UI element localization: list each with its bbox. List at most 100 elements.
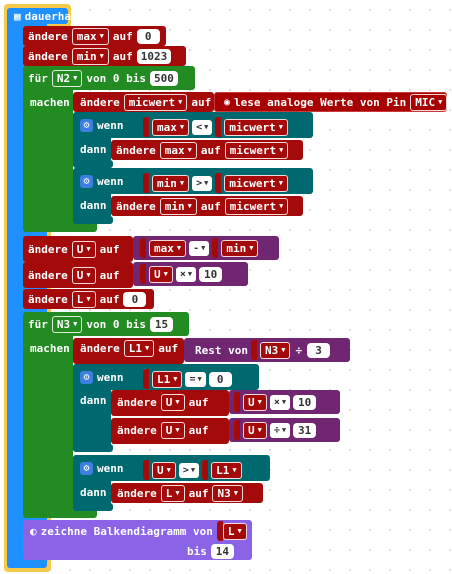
analog-read-label: lese analoge Werte von Pin [234, 95, 407, 109]
operator-dropdown-eq[interactable]: = ▼ [185, 371, 206, 387]
number-input[interactable]: 500 [149, 70, 178, 86]
compare-4[interactable]: U ▼ > ▼ L1 ▼ [143, 460, 242, 480]
var-reporter-N3[interactable]: N3 ▼ [212, 484, 243, 502]
set-keyword: ändere [80, 341, 120, 355]
var-reporter-L[interactable]: L ▼ [222, 522, 247, 540]
var-dropdown-min[interactable]: min ▼ [152, 174, 190, 192]
number-input[interactable]: 3 [307, 342, 331, 358]
then-keyword: dann [80, 394, 107, 407]
chevron-down-icon: ▼ [187, 270, 193, 278]
var-dropdown-micwert[interactable]: micwert ▼ [224, 174, 288, 192]
var-reporter-micwert[interactable]: micwert ▼ [224, 197, 289, 215]
chevron-down-icon: ▼ [257, 426, 262, 434]
chevron-down-icon: ▼ [187, 146, 192, 154]
var-name: N2 [56, 71, 71, 85]
var-dropdown-N3[interactable]: N3 ▼ [51, 315, 83, 333]
for-loop-2-spine [23, 312, 73, 512]
var-reporter-L1[interactable]: L1 ▼ [211, 461, 242, 479]
var-reporter-max[interactable]: max ▼ [149, 239, 187, 257]
var-reporter-U[interactable]: U ▼ [149, 265, 173, 283]
number-input[interactable]: 10 [293, 394, 317, 410]
var-name: U [154, 267, 161, 281]
number-input[interactable]: 15 [149, 316, 173, 332]
var-name: max [164, 143, 185, 157]
var-reporter-U[interactable]: U ▼ [243, 393, 267, 411]
chevron-down-icon: ▼ [232, 466, 237, 474]
var-reporter-micwert[interactable]: micwert ▼ [224, 141, 289, 159]
var-dropdown-U[interactable]: U ▼ [160, 393, 185, 411]
gear-icon[interactable]: ⚙ [80, 174, 93, 188]
chevron-down-icon: ▼ [99, 52, 104, 60]
var-dropdown-L1[interactable]: L1 ▼ [152, 370, 183, 388]
operator-dropdown-div[interactable]: ÷ ▼ [269, 422, 291, 438]
var-name: N3 [56, 317, 71, 331]
var-reporter-min[interactable]: min ▼ [221, 239, 259, 257]
number-input[interactable]: 10 [199, 266, 223, 282]
number-input[interactable]: 0 [136, 28, 160, 44]
math-divide-row: U ▼ ÷ ▼ 31 [234, 420, 317, 440]
forever-block-title[interactable] [7, 8, 68, 24]
operator-dropdown-lt[interactable]: < ▼ [192, 119, 213, 135]
var-dropdown-max[interactable]: max ▼ [159, 141, 197, 159]
to-keyword: auf [188, 423, 209, 437]
number-input[interactable]: 14 [210, 543, 234, 559]
var-dropdown-L[interactable]: L ▼ [71, 290, 96, 308]
chevron-down-icon: ▼ [178, 98, 183, 106]
operator-dropdown-times[interactable]: × ▼ [269, 394, 291, 410]
var-name: min [157, 176, 177, 190]
var-dropdown-U[interactable]: U ▼ [71, 240, 96, 258]
chevron-down-icon: ▼ [73, 320, 78, 328]
var-dropdown-max[interactable]: max ▼ [71, 27, 109, 45]
operator-dropdown-times[interactable]: × ▼ [175, 266, 197, 282]
if-block-4-footer [73, 503, 113, 511]
math-minus-row: max ▼ - ▼ min ▼ [140, 238, 259, 258]
gear-icon[interactable]: ⚙ [80, 118, 93, 132]
if-block-2-footer [73, 216, 113, 224]
chevron-down-icon: ▼ [438, 98, 443, 106]
operator-dropdown-gt[interactable]: > ▼ [192, 175, 213, 191]
gear-icon[interactable]: ⚙ [80, 370, 93, 384]
operator-dropdown-gt[interactable]: > ▼ [178, 462, 200, 478]
number-input[interactable]: 1023 [136, 48, 172, 64]
var-dropdown-N2[interactable]: N2 ▼ [51, 69, 83, 87]
operator-dropdown-minus[interactable]: - ▼ [189, 240, 210, 256]
number-input[interactable]: 31 [293, 422, 317, 438]
var-dropdown-U[interactable]: U ▼ [71, 266, 96, 284]
chevron-down-icon: ▼ [281, 346, 286, 354]
var-dropdown-max[interactable]: max ▼ [152, 118, 190, 136]
number-input[interactable]: 0 [208, 371, 232, 387]
var-dropdown-micwert[interactable]: micwert ▼ [123, 93, 188, 111]
remainder-label: Rest von [195, 343, 248, 357]
var-dropdown-min[interactable]: min ▼ [159, 197, 197, 215]
number-input[interactable]: 0 [123, 291, 147, 307]
var-reporter-N3[interactable]: N3 ▼ [259, 341, 291, 359]
compare-2[interactable]: min ▼ > ▼ micwert ▼ [143, 173, 288, 193]
var-reporter-U[interactable]: U ▼ [243, 421, 267, 439]
math-times-row: U ▼ × ▼ 10 [140, 264, 223, 284]
pin-dropdown[interactable]: MIC ▼ [410, 93, 448, 111]
var-dropdown-L1[interactable]: L1 ▼ [123, 339, 155, 357]
range-keyword: von 0 bis [86, 317, 146, 331]
var-dropdown-min[interactable]: min ▼ [71, 47, 109, 65]
chevron-down-icon: ▼ [204, 123, 209, 131]
var-dropdown-L[interactable]: L ▼ [160, 484, 185, 502]
var-dropdown-U[interactable]: U ▼ [160, 421, 185, 439]
gear-icon[interactable]: ⚙ [80, 461, 93, 475]
if-keyword: wenn [97, 370, 124, 384]
chevron-down-icon: ▼ [176, 244, 182, 252]
input-cap [212, 238, 219, 258]
input-cap [234, 420, 240, 440]
chevron-down-icon: ▼ [175, 489, 180, 497]
to-keyword: auf [200, 199, 221, 213]
var-reporter-U[interactable]: U ▼ [152, 461, 176, 479]
compare-1[interactable]: max ▼ < ▼ micwert ▼ [143, 117, 288, 137]
input-cap [250, 340, 257, 360]
compare-3[interactable]: L1 ▼ = ▼ 0 [143, 369, 232, 389]
input-cap [143, 369, 149, 389]
chevron-down-icon: ▼ [190, 466, 196, 474]
var-name: L [227, 524, 235, 538]
var-dropdown-micwert[interactable]: micwert ▼ [224, 118, 288, 136]
set-keyword: ändere [28, 29, 68, 43]
var-name: max [154, 241, 174, 255]
